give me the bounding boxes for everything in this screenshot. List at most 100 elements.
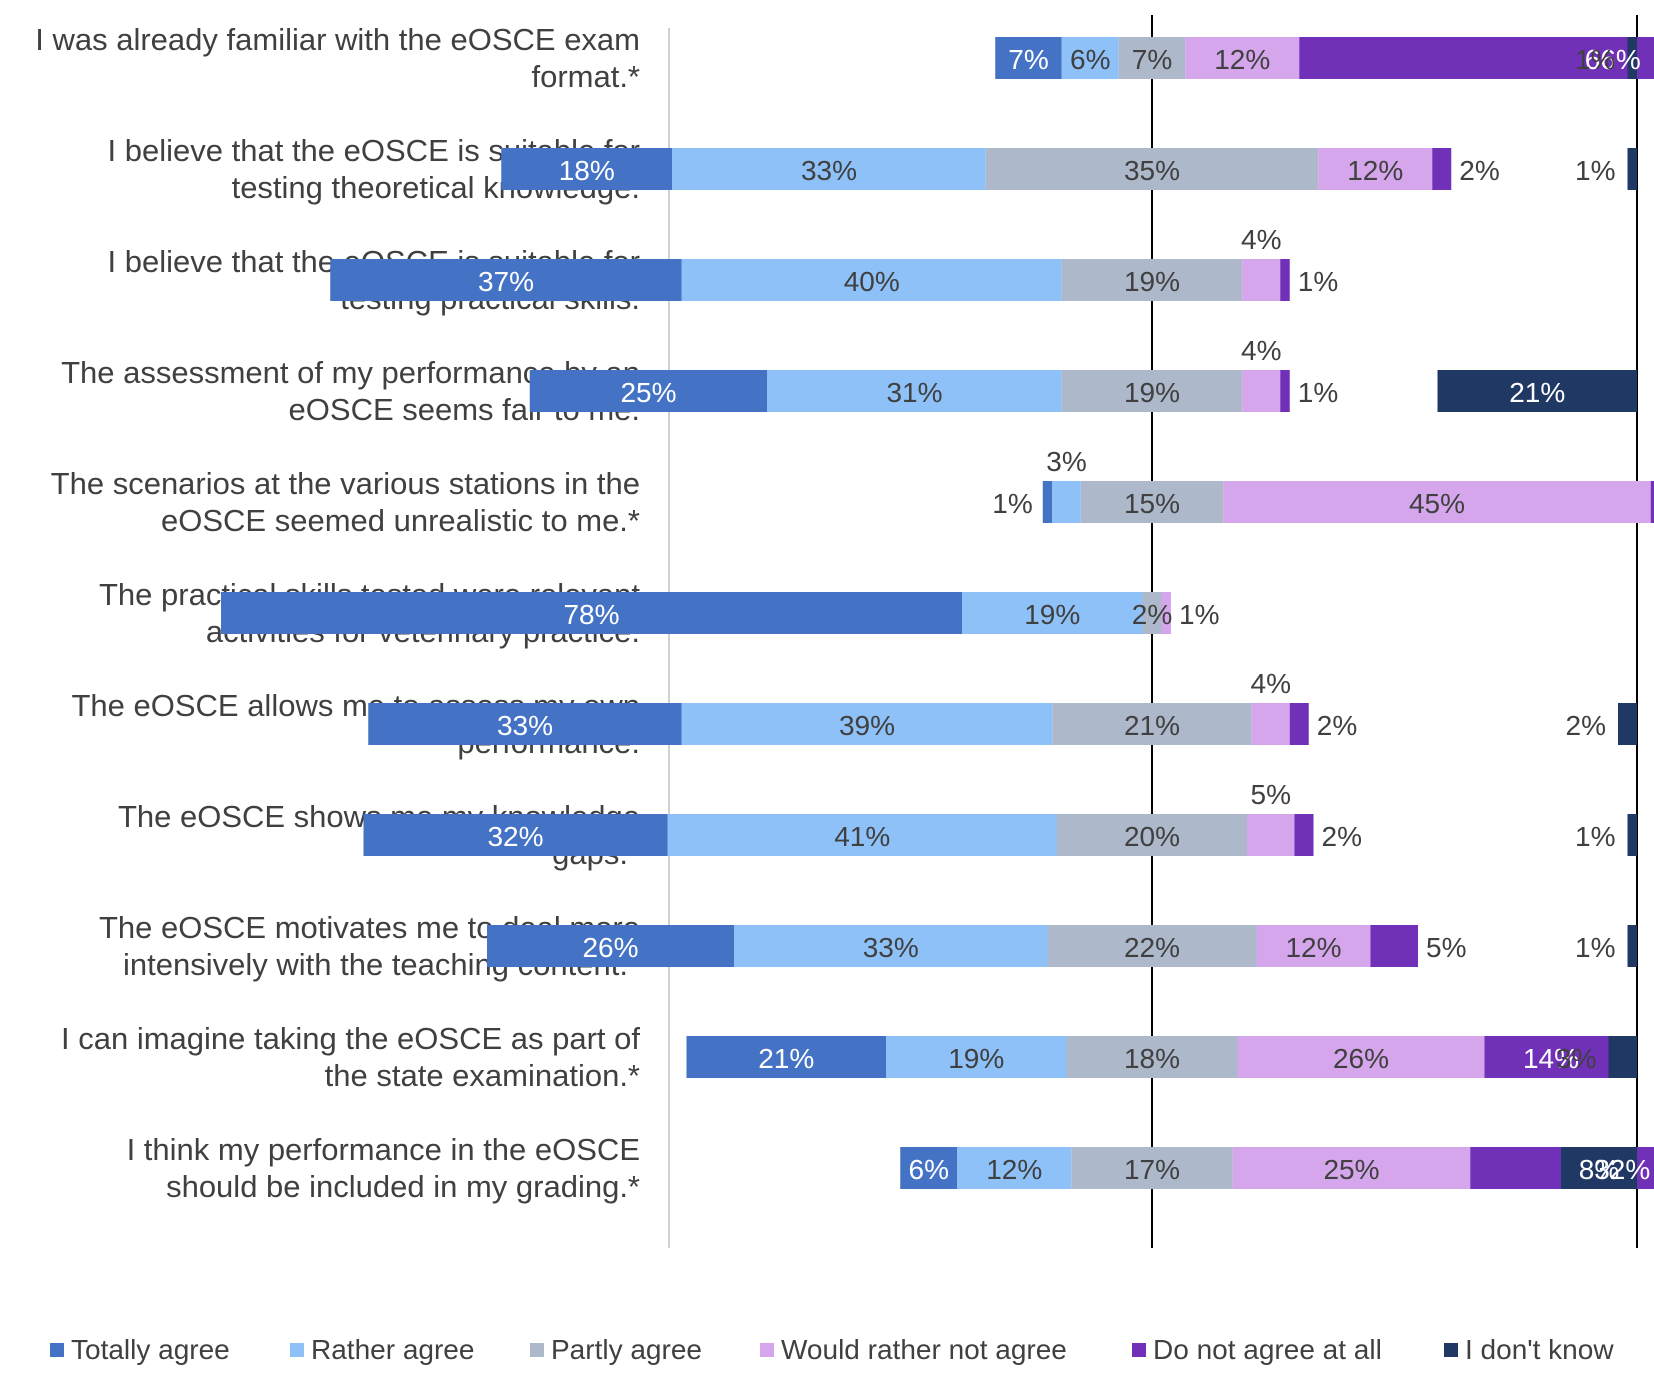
bar-segment: [1561, 1147, 1637, 1189]
data-label: 12%: [1285, 932, 1341, 963]
data-label: 14%: [1523, 1043, 1579, 1074]
bar-segment: [1432, 148, 1452, 190]
bar-segment: [1066, 1036, 1238, 1078]
data-label: 21%: [1509, 377, 1565, 408]
bar-segment: [1047, 925, 1257, 967]
data-label: 35%: [1124, 155, 1180, 186]
data-label: 8%: [1579, 1154, 1619, 1185]
data-label: 18%: [559, 155, 615, 186]
bar-segment: [1223, 481, 1651, 523]
bar-segment: [1061, 37, 1119, 79]
bar-segment: [886, 1036, 1067, 1078]
bar-segment: [681, 259, 1062, 301]
data-label: 1%: [1575, 932, 1615, 963]
bar-segment: [1627, 814, 1637, 856]
bar-segment: [1052, 703, 1252, 745]
data-label: 4%: [1251, 668, 1291, 699]
data-label: 45%: [1409, 488, 1465, 519]
data-label: 78%: [563, 599, 619, 630]
category-label-line: the state examination.*: [325, 1058, 640, 1093]
bar-segment: [1280, 259, 1290, 301]
data-label: 7%: [1132, 44, 1172, 75]
bar-segment: [1242, 370, 1281, 412]
data-label: 1%: [1298, 266, 1338, 297]
legend-swatch: [50, 1343, 64, 1357]
data-label: 37%: [478, 266, 534, 297]
data-label: 6%: [909, 1154, 949, 1185]
legend-label: Rather agree: [311, 1334, 474, 1365]
bar-segment: [957, 1147, 1072, 1189]
bar-segment: [1318, 148, 1433, 190]
bar-segment: [667, 814, 1057, 856]
data-label: 66%: [1585, 44, 1641, 75]
bar-segment: [1142, 592, 1162, 634]
category-label: I believe that the eOSCE is suitable for…: [108, 133, 640, 205]
bar-segment: [1256, 925, 1371, 967]
data-label: 3%: [1046, 446, 1086, 477]
bar-segment: [487, 925, 734, 967]
legend-label: Partly agree: [551, 1334, 702, 1365]
data-label: 32%: [487, 821, 543, 852]
category-label-line: eOSCE seemed unrealistic to me.*: [161, 503, 640, 538]
data-label: 7%: [1008, 44, 1048, 75]
bar-segment: [734, 925, 1048, 967]
bar-segment: [900, 1147, 958, 1189]
bar-segment: [1042, 481, 1053, 523]
bar-segment: [1061, 259, 1243, 301]
category-label-line: I can imagine taking the eOSCE as part o…: [61, 1021, 640, 1056]
bar-segment: [1242, 259, 1281, 301]
data-label: 19%: [1024, 599, 1080, 630]
data-label: 20%: [1124, 821, 1180, 852]
bar-segment: [529, 370, 768, 412]
legend-label: I don't know: [1465, 1334, 1614, 1365]
data-label: 2%: [1317, 710, 1357, 741]
bar-segment: [962, 592, 1143, 634]
category-label: I can imagine taking the eOSCE as part o…: [61, 1021, 640, 1093]
data-label: 2%: [1459, 155, 1499, 186]
data-label: 40%: [844, 266, 900, 297]
data-label: 17%: [1124, 1154, 1180, 1185]
category-label-line: I think my performance in the eOSCE: [127, 1132, 640, 1167]
legend-swatch: [290, 1343, 304, 1357]
bar-segment: [1627, 37, 1637, 79]
bar-segment: [1289, 703, 1309, 745]
data-label: 26%: [582, 932, 638, 963]
bar-segment: [1627, 148, 1637, 190]
legend-swatch: [530, 1343, 544, 1357]
data-label: 12%: [1347, 155, 1403, 186]
bar-segment: [368, 703, 682, 745]
data-label: 2%: [1322, 821, 1362, 852]
data-label: 32%: [1594, 1154, 1650, 1185]
bar-segment: [363, 814, 668, 856]
bar-segment: [1294, 814, 1314, 856]
data-label: 3%: [1556, 1043, 1596, 1074]
bar-segment: [1251, 703, 1290, 745]
data-label: 15%: [1124, 488, 1180, 519]
category-label: I was already familiar with the eOSCE ex…: [35, 22, 640, 94]
bar-segment: [1161, 592, 1171, 634]
data-label: 1%: [1575, 155, 1615, 186]
bars: [221, 37, 1654, 1189]
data-label: 12%: [986, 1154, 1042, 1185]
category-label: I think my performance in the eOSCE shoul…: [127, 1132, 640, 1204]
data-label: 12%: [1214, 44, 1270, 75]
bar-segment: [1071, 1147, 1233, 1189]
data-label: 41%: [834, 821, 890, 852]
bar-segment: [1237, 1036, 1485, 1078]
data-label: 33%: [497, 710, 553, 741]
bar-segment: [1608, 1036, 1637, 1078]
bar-segment: [221, 592, 962, 634]
bar-segment: [995, 37, 1062, 79]
category-label-line: I was already familiar with the eOSCE ex…: [35, 22, 640, 57]
bar-segment: [1280, 370, 1290, 412]
bar-segment: [1118, 37, 1186, 79]
data-label: 19%: [1124, 266, 1180, 297]
bar-segment: [1080, 481, 1224, 523]
bar-segment: [1299, 37, 1654, 79]
bar-segment: [1484, 1036, 1618, 1078]
data-label: 1%: [1298, 377, 1338, 408]
data-label: 1%: [1575, 44, 1615, 75]
data-label: 1%: [1575, 821, 1615, 852]
data-label: 5%: [1426, 932, 1466, 963]
